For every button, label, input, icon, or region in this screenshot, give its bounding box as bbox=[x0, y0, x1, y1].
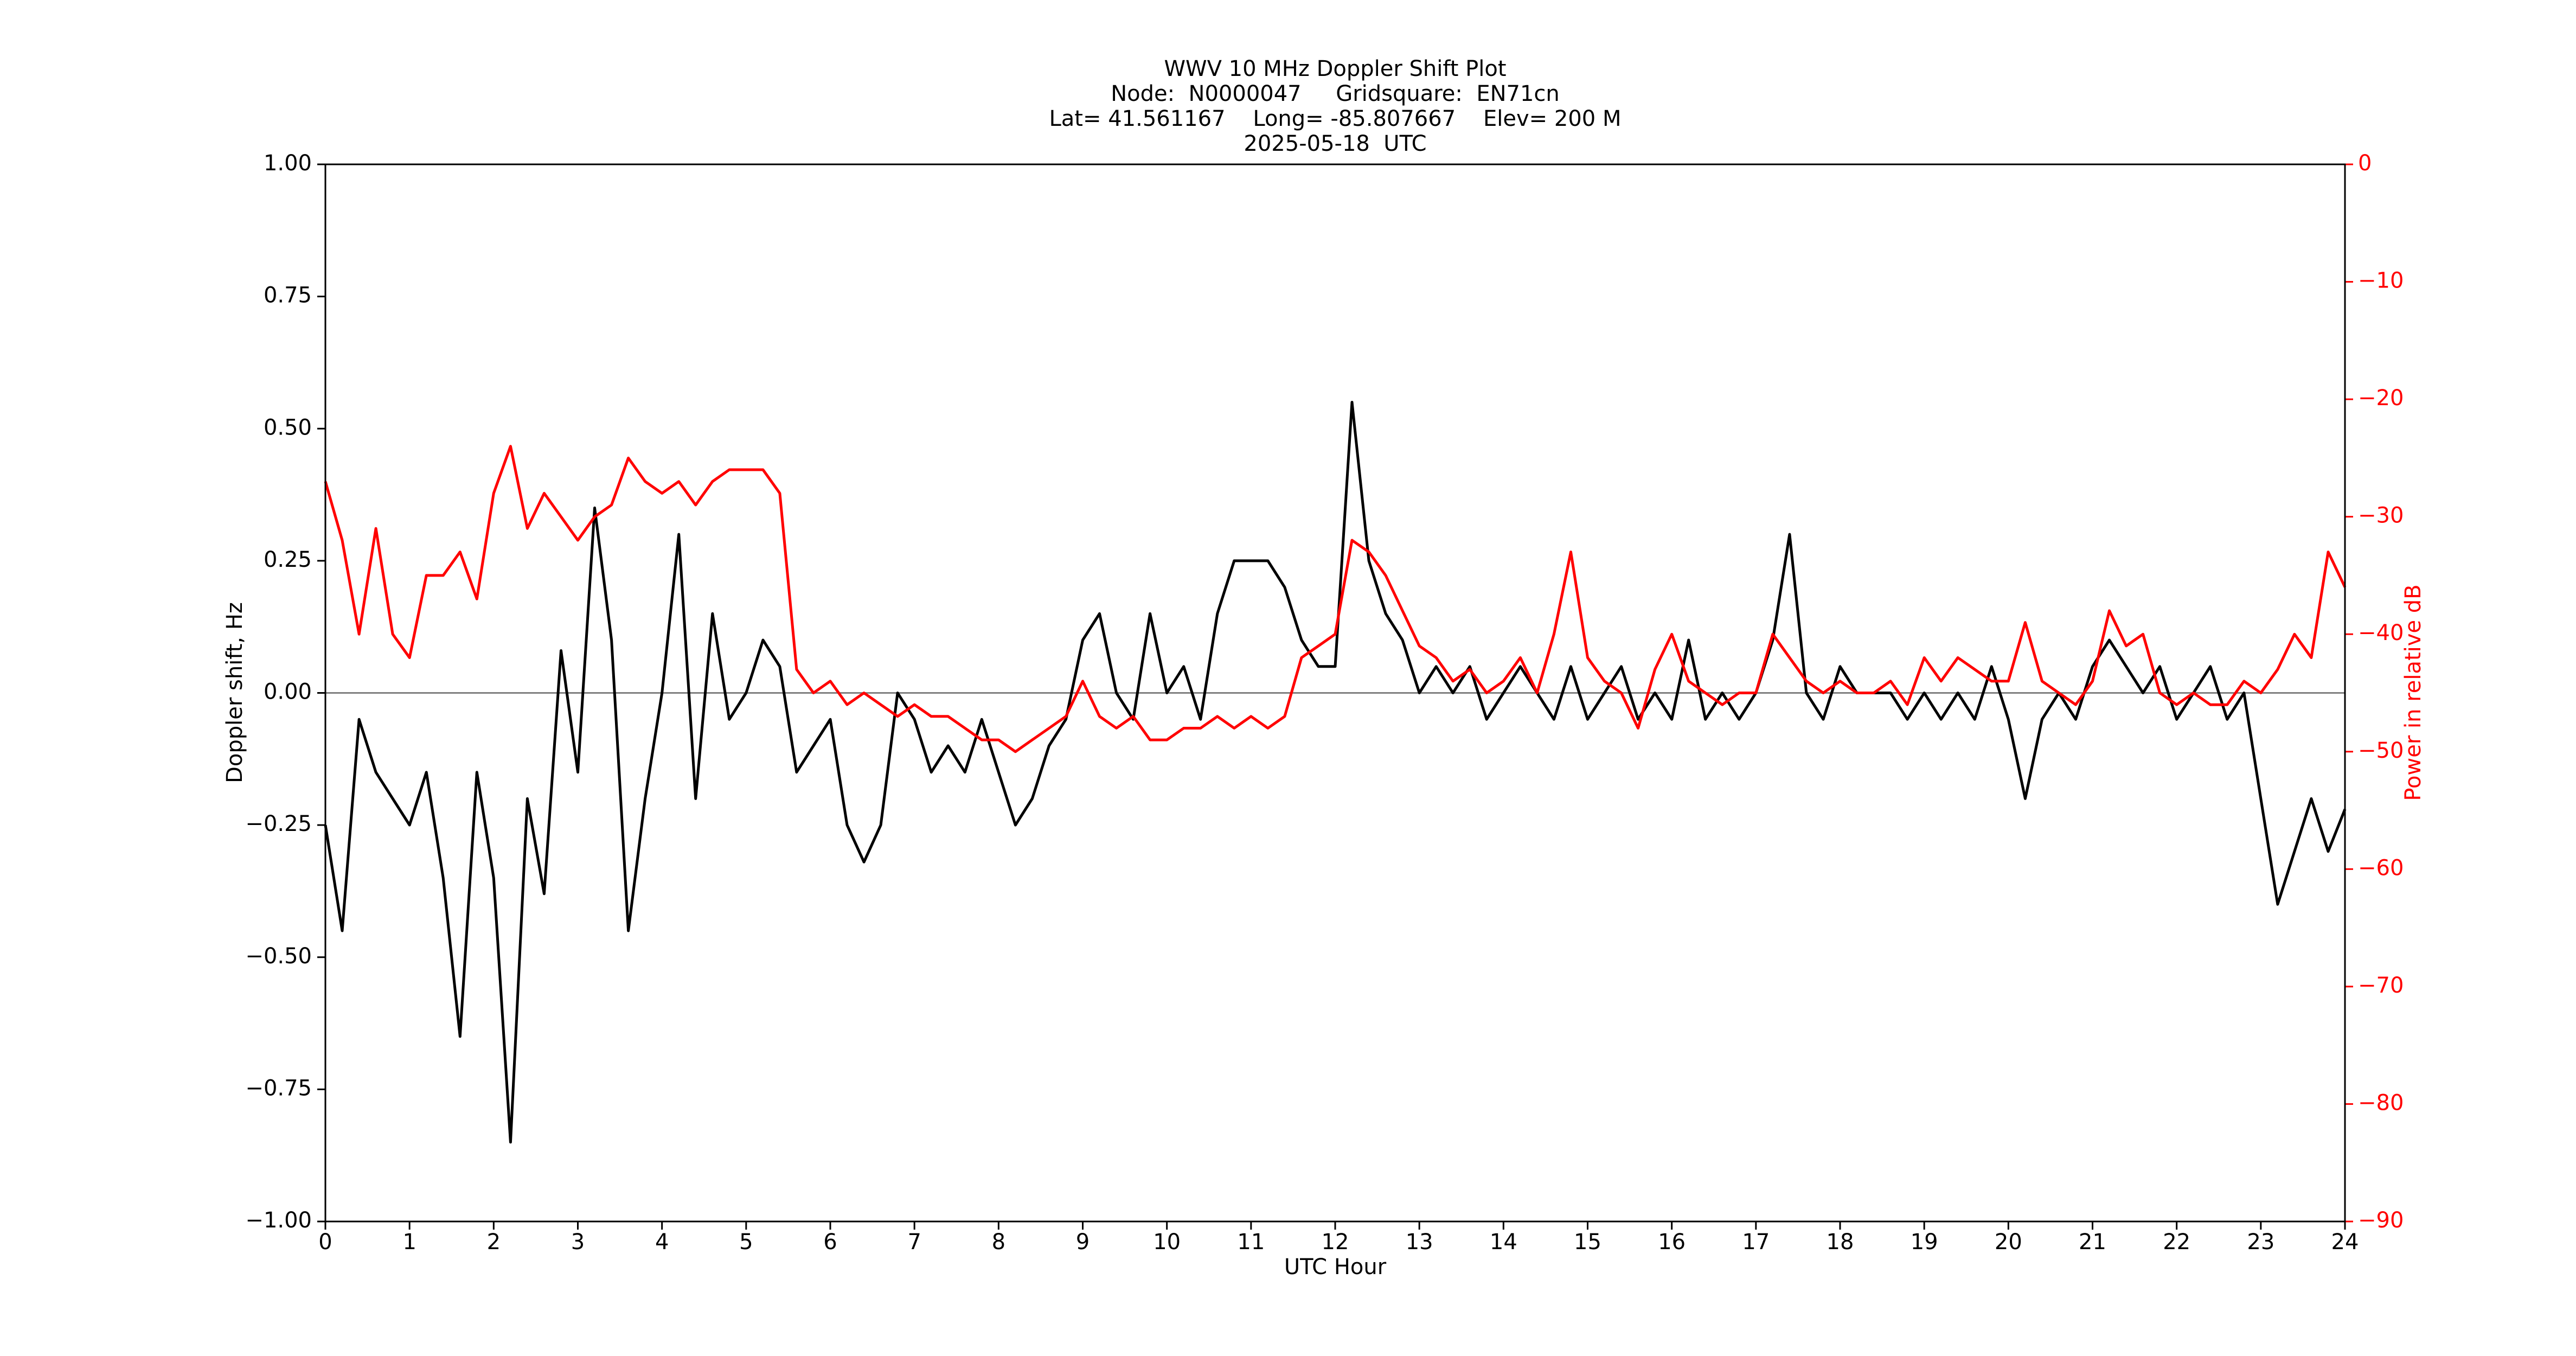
y2-tick-label: −20 bbox=[2358, 386, 2404, 411]
x-tick-label: 6 bbox=[823, 1230, 837, 1255]
y2-tick-label: −80 bbox=[2358, 1090, 2404, 1115]
chart-title: WWV 10 MHz Doppler Shift Plot bbox=[1164, 56, 1506, 81]
x-tick-label: 16 bbox=[1658, 1230, 1686, 1255]
x-tick-label: 2 bbox=[487, 1230, 501, 1255]
x-tick-label: 8 bbox=[992, 1230, 1005, 1255]
y-tick-label: 0.75 bbox=[264, 283, 312, 308]
x-tick-label: 24 bbox=[2331, 1230, 2359, 1255]
y-tick-label: −0.75 bbox=[245, 1076, 312, 1101]
data-line bbox=[324, 445, 2347, 753]
y-axis-label: Doppler shift, Hz bbox=[222, 602, 247, 783]
x-tick-label: 18 bbox=[1827, 1230, 1854, 1255]
x-tick-label: 3 bbox=[571, 1230, 585, 1255]
y2-tick-label: −90 bbox=[2358, 1208, 2404, 1233]
x-axis-label: UTC Hour bbox=[1284, 1255, 1387, 1280]
x-tick-label: 17 bbox=[1742, 1230, 1770, 1255]
x-tick-label: 20 bbox=[1995, 1230, 2022, 1255]
chart-subtitle: Lat= 41.561167 Long= -85.807667 Elev= 20… bbox=[1049, 106, 1622, 131]
x-tick-label: 23 bbox=[2247, 1230, 2274, 1255]
y2-tick-label: −50 bbox=[2358, 738, 2404, 763]
y-tick-label: −1.00 bbox=[245, 1208, 312, 1233]
x-tick-label: 14 bbox=[1490, 1230, 1517, 1255]
x-tick-label: 15 bbox=[1574, 1230, 1601, 1255]
y-tick-label: 0.25 bbox=[264, 547, 312, 572]
y2-tick-label: 0 bbox=[2358, 151, 2372, 176]
y2-tick-label: −30 bbox=[2358, 503, 2404, 528]
y-tick-label: 1.00 bbox=[264, 151, 312, 176]
x-tick-label: 10 bbox=[1153, 1230, 1181, 1255]
x-tick-label: 19 bbox=[1911, 1230, 1938, 1255]
y-tick-label: −0.25 bbox=[245, 811, 312, 836]
x-tick-label: 9 bbox=[1076, 1230, 1090, 1255]
x-tick-label: 1 bbox=[402, 1230, 416, 1255]
y-tick-label: 0.50 bbox=[264, 415, 312, 440]
x-tick-label: 11 bbox=[1237, 1230, 1265, 1255]
plot-frame bbox=[324, 163, 2346, 1223]
x-tick-label: 4 bbox=[655, 1230, 669, 1255]
chart-subtitle: 2025-05-18 UTC bbox=[1244, 131, 1426, 156]
y2-tick-label: −10 bbox=[2358, 268, 2404, 293]
x-tick-label: 21 bbox=[2079, 1230, 2106, 1255]
x-tick-label: 5 bbox=[739, 1230, 753, 1255]
chart-subtitle: Node: N0000047 Gridsquare: EN71cn bbox=[1111, 81, 1560, 106]
y-tick-label: −0.50 bbox=[245, 944, 312, 969]
data-line bbox=[324, 401, 2347, 1144]
x-tick-label: 12 bbox=[1322, 1230, 1349, 1255]
x-tick-label: 13 bbox=[1406, 1230, 1433, 1255]
x-tick-label: 0 bbox=[318, 1230, 332, 1255]
y2-axis-label: Power in relative dB bbox=[2401, 584, 2426, 801]
x-tick-label: 22 bbox=[2163, 1230, 2190, 1255]
y2-tick-label: −70 bbox=[2358, 973, 2404, 998]
y2-tick-label: −60 bbox=[2358, 855, 2404, 880]
y2-tick-label: −40 bbox=[2358, 621, 2404, 645]
x-tick-label: 7 bbox=[907, 1230, 921, 1255]
y-tick-label: 0.00 bbox=[264, 680, 312, 705]
